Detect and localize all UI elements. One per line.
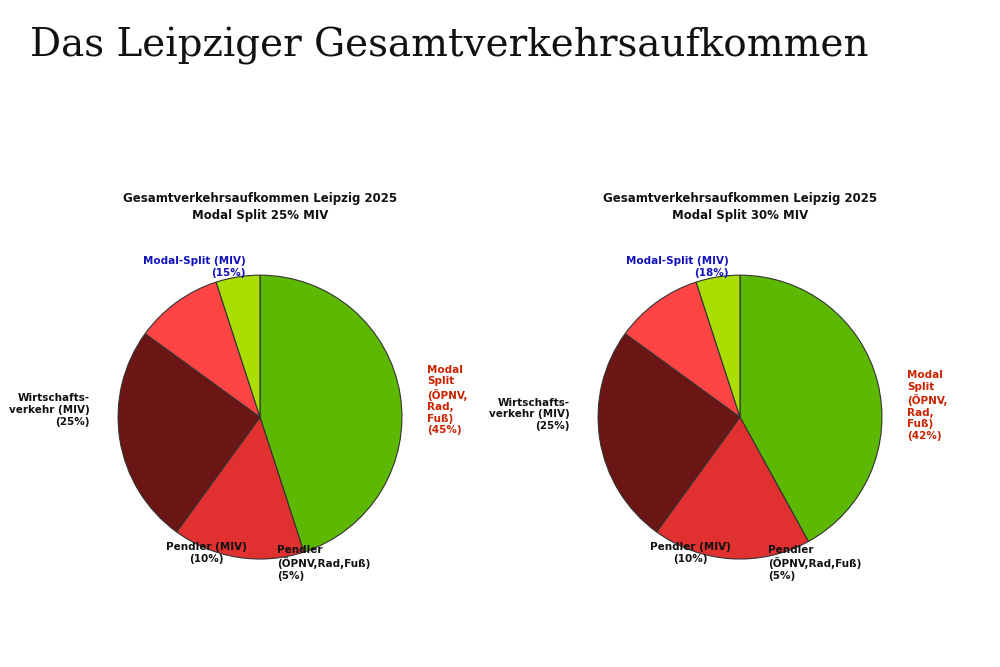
Text: Pendler (MIV)
(10%): Pendler (MIV) (10%) bbox=[166, 542, 247, 564]
Title: Gesamtverkehrsaufkommen Leipzig 2025
Modal Split 25% MIV: Gesamtverkehrsaufkommen Leipzig 2025 Mod… bbox=[123, 191, 397, 221]
Text: Modal
Split
(ÖPNV,
Rad,
Fuß)
(42%): Modal Split (ÖPNV, Rad, Fuß) (42%) bbox=[907, 370, 948, 441]
Title: Gesamtverkehrsaufkommen Leipzig 2025
Modal Split 30% MIV: Gesamtverkehrsaufkommen Leipzig 2025 Mod… bbox=[603, 191, 877, 221]
Wedge shape bbox=[118, 334, 260, 532]
Text: Pendler
(ÖPNV,Rad,Fuß)
(5%): Pendler (ÖPNV,Rad,Fuß) (5%) bbox=[768, 545, 862, 580]
Text: Pendler (MIV)
(10%): Pendler (MIV) (10%) bbox=[650, 542, 731, 564]
Text: Wirtschafts-
verkehr (MIV)
(25%): Wirtschafts- verkehr (MIV) (25%) bbox=[9, 394, 90, 427]
Wedge shape bbox=[740, 275, 882, 542]
Wedge shape bbox=[625, 282, 740, 417]
Wedge shape bbox=[598, 334, 740, 532]
Text: Pendler
(ÖPNV,Rad,Fuß)
(5%): Pendler (ÖPNV,Rad,Fuß) (5%) bbox=[277, 545, 370, 580]
Text: Modal-Split (MIV)
(15%): Modal-Split (MIV) (15%) bbox=[143, 256, 246, 278]
Text: Wirtschafts-
verkehr (MIV)
(25%): Wirtschafts- verkehr (MIV) (25%) bbox=[489, 398, 570, 431]
Text: Modal-Split (MIV)
(18%): Modal-Split (MIV) (18%) bbox=[626, 256, 729, 278]
Wedge shape bbox=[260, 275, 402, 552]
Wedge shape bbox=[177, 417, 304, 559]
Wedge shape bbox=[216, 275, 260, 417]
Wedge shape bbox=[657, 417, 808, 559]
Wedge shape bbox=[696, 275, 740, 417]
Text: Modal
Split
(ÖPNV,
Rad,
Fuß)
(45%): Modal Split (ÖPNV, Rad, Fuß) (45%) bbox=[427, 365, 468, 436]
Text: Das Leipziger Gesamtverkehrsaufkommen: Das Leipziger Gesamtverkehrsaufkommen bbox=[30, 27, 869, 65]
Wedge shape bbox=[145, 282, 260, 417]
